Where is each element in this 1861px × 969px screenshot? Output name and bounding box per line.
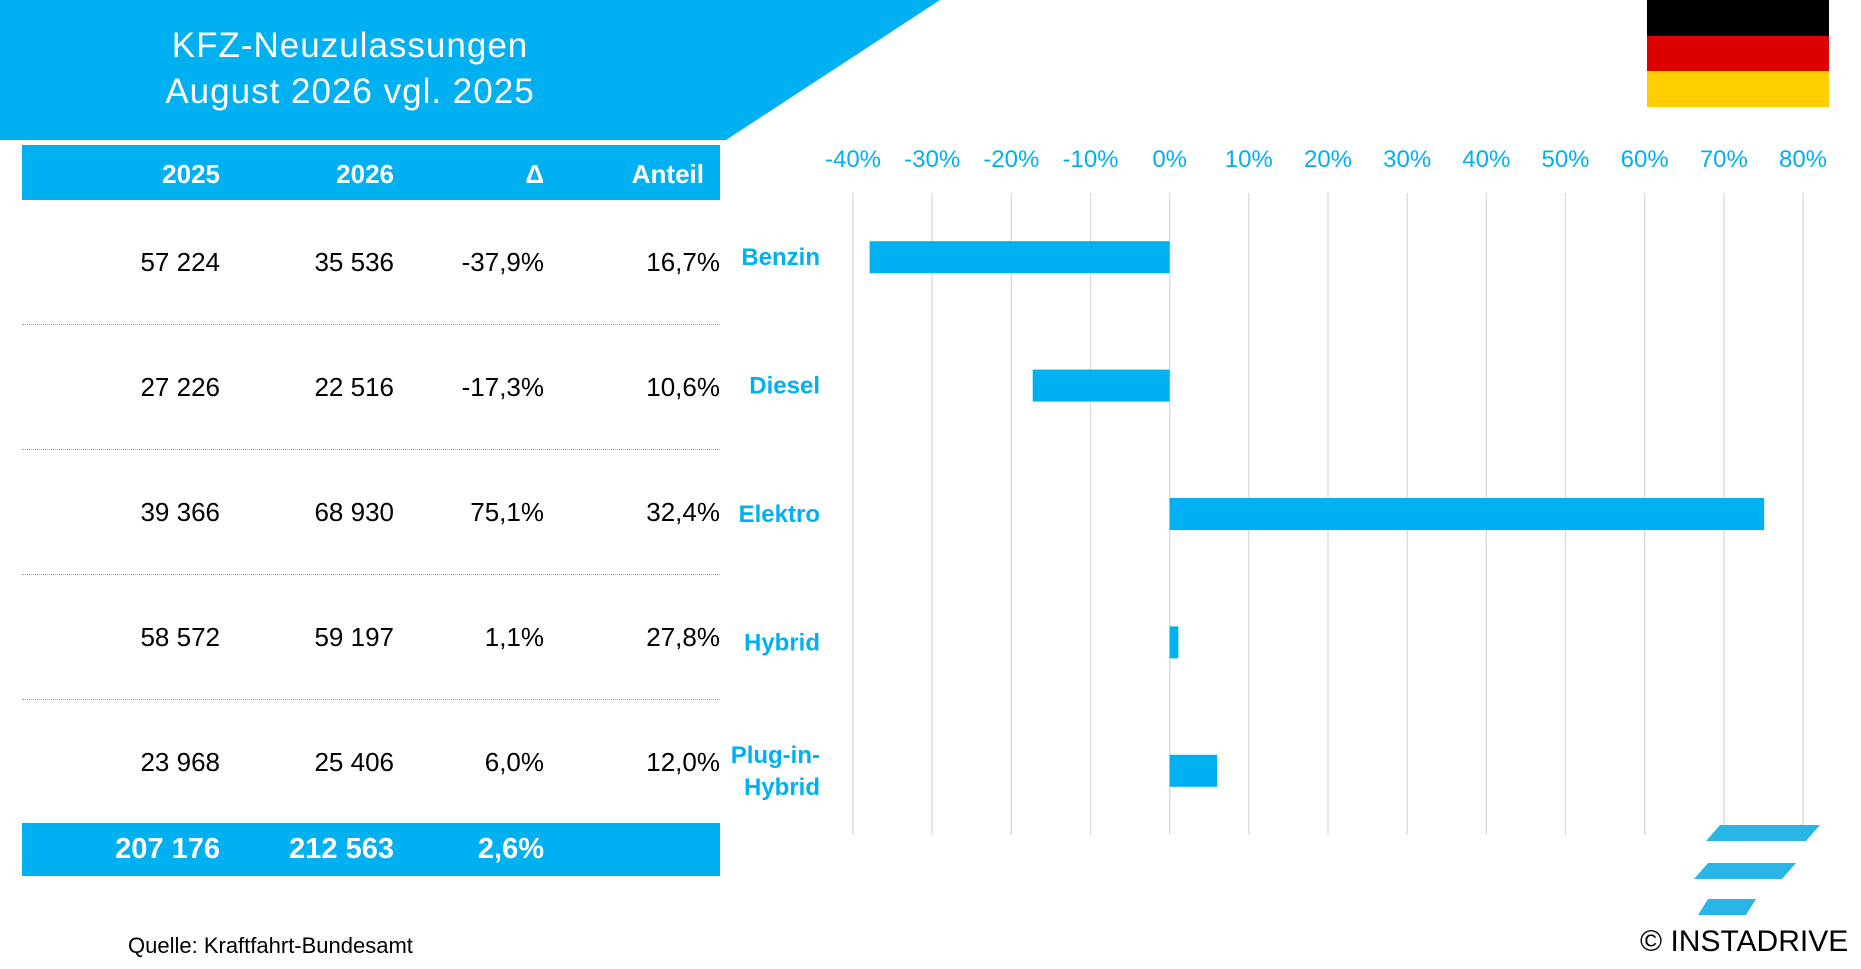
category-label-line: Hybrid [744,774,820,801]
cell-share: 10,6% [646,372,720,402]
total-2025: 207 176 [115,833,220,865]
x-tick-label: -40% [825,146,881,173]
x-tick-label: 50% [1541,146,1589,173]
cell-2025: 23 968 [140,747,220,777]
category-label: Diesel [749,373,820,400]
cell-2025: 39 366 [140,497,220,527]
cell-delta: 75,1% [470,497,544,527]
category-label: Plug-in- Hybrid [731,742,820,801]
cell-2026: 68 930 [314,497,394,527]
cell-delta: 6,0% [484,747,544,777]
flag-stripe-red [1647,35,1829,72]
cell-2025: 27 226 [140,372,220,402]
column-header-2026: 2026 [336,159,394,189]
x-tick-label: 70% [1700,146,1748,173]
bar-hybrid [1169,626,1179,659]
flag-stripe-gold [1647,71,1829,107]
column-header-share: Anteil [631,159,704,189]
cell-share: 16,7% [646,247,720,277]
cell-2026: 35 536 [314,247,394,277]
bar-plug-in-hybrid [1169,754,1218,787]
table-row: 23 968 25 406 6,0% 12,0% [22,700,720,824]
header-banner [0,0,940,140]
total-2026: 212 563 [289,833,394,865]
x-tick-label: 0% [1152,146,1187,173]
source-text: Quelle: Kraftfahrt-Bundesamt [128,933,413,958]
table-header: 2025 2026 Δ Anteil [22,145,720,200]
x-tick-label: 10% [1225,146,1273,173]
table-total-row: 207 176 212 563 2,6% [22,823,720,876]
germany-flag-icon [1647,0,1829,107]
header-banner-shape [0,0,940,140]
x-tick-label: -10% [1062,146,1118,173]
cell-share: 32,4% [646,497,720,527]
cell-share: 12,0% [646,747,720,777]
cell-delta: -37,9% [461,247,544,277]
category-label: Benzin [741,244,820,271]
x-tick-label: -20% [983,146,1039,173]
column-header-delta: Δ [525,159,544,189]
bar-elektro [1169,498,1765,530]
cell-delta: 1,1% [484,622,544,652]
cell-2026: 59 197 [314,622,394,652]
cell-2026: 22 516 [314,372,394,402]
copyright-text: © INSTADRIVE [1640,925,1849,958]
x-tick-label: 40% [1462,146,1510,173]
x-tick-label: -30% [904,146,960,173]
table-row: 39 366 68 930 75,1% 32,4% [22,450,720,575]
total-delta: 2,6% [477,833,544,865]
table-row: 27 226 22 516 -17,3% 10,6% [22,325,720,450]
category-label-line: Plug-in- [731,742,820,769]
x-tick-label: 30% [1383,146,1431,173]
cell-share: 27,8% [646,622,720,652]
cell-2025: 58 572 [140,622,220,652]
cell-2026: 25 406 [314,747,394,777]
column-header-2025: 2025 [162,159,220,189]
flag-stripe-black [1647,0,1829,36]
category-label: Hybrid [744,629,820,656]
bar-benzin [869,241,1170,274]
bar-chart: -40% -30% -20% -10% 0% 10% 20% 30% 40% 50% 60% 70% 8… [731,146,1827,835]
cell-2025: 57 224 [140,247,220,277]
x-tick-label: 20% [1304,146,1352,173]
table-row: 58 572 59 197 1,1% 27,8% [22,575,720,700]
category-label: Elektro [739,501,820,528]
cell-delta: -17,3% [461,372,544,402]
instadrive-logo-icon [1694,825,1820,915]
page-subtitle: August 2026 vgl. 2025 [165,72,535,111]
table-row: 57 224 35 536 -37,9% 16,7% [22,200,720,325]
x-tick-label: 60% [1621,146,1669,173]
page-title: KFZ-Neuzulassungen [171,26,529,65]
x-tick-label: 80% [1779,146,1827,173]
bar-diesel [1032,369,1170,402]
